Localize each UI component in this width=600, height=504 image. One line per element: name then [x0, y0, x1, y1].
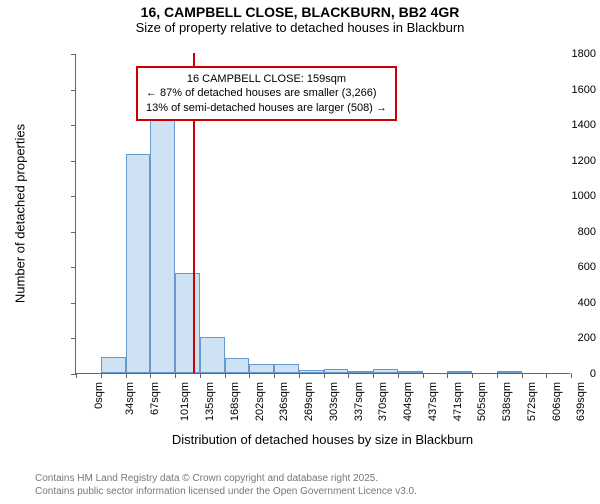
histogram-bar [126, 154, 151, 373]
ytick-label: 800 [527, 226, 596, 238]
xtick-mark [423, 373, 424, 378]
xtick-mark [447, 373, 448, 378]
ytick-label: 600 [527, 261, 596, 273]
xtick-label: 135sqm [204, 382, 216, 421]
ytick-label: 1400 [527, 119, 596, 131]
ytick-mark [71, 303, 76, 304]
xtick-label: 34sqm [124, 382, 136, 415]
annotation-line-3: 13% of semi-detached houses are larger (… [146, 101, 387, 115]
xtick-mark [472, 373, 473, 378]
xtick-mark [522, 373, 523, 378]
ytick-mark [71, 125, 76, 126]
xtick-mark [175, 373, 176, 378]
xtick-mark [274, 373, 275, 378]
xtick-label: 538sqm [501, 382, 513, 421]
histogram-bar [324, 369, 349, 373]
xtick-label: 269sqm [303, 382, 315, 421]
ytick-label: 1200 [527, 155, 596, 167]
annotation-line-2: ← 87% of detached houses are smaller (3,… [146, 86, 387, 100]
histogram-bar [274, 364, 299, 373]
xtick-label: 202sqm [254, 382, 266, 421]
ytick-mark [71, 232, 76, 233]
ytick-mark [71, 90, 76, 91]
xtick-mark [497, 373, 498, 378]
ytick-label: 1600 [527, 84, 596, 96]
xtick-label: 370sqm [377, 382, 389, 421]
xtick-label: 236sqm [278, 382, 290, 421]
xtick-label: 67sqm [149, 382, 161, 415]
footer-line-2: Contains public sector information licen… [35, 485, 417, 498]
histogram-bar [101, 357, 126, 373]
histogram-bar [225, 358, 250, 373]
histogram-bar [497, 371, 522, 373]
xtick-label: 404sqm [402, 382, 414, 421]
histogram-bar [175, 273, 200, 373]
histogram-bar [200, 337, 225, 373]
ytick-mark [71, 54, 76, 55]
histogram-bar [398, 371, 423, 373]
xtick-mark [324, 373, 325, 378]
chart-area: 16 CAMPBELL CLOSE: 159sqm← 87% of detach… [0, 4, 600, 504]
y-axis-label: Number of detached properties [13, 114, 28, 314]
ytick-label: 0 [527, 368, 596, 380]
ytick-mark [71, 161, 76, 162]
histogram-bar [249, 364, 274, 373]
xtick-mark [249, 373, 250, 378]
xtick-mark [101, 373, 102, 378]
xtick-label: 0sqm [93, 382, 105, 409]
footer-line-1: Contains HM Land Registry data © Crown c… [35, 472, 417, 485]
xtick-label: 303sqm [328, 382, 340, 421]
xtick-label: 437sqm [427, 382, 439, 421]
histogram-bar [447, 371, 472, 373]
histogram-bar [348, 371, 373, 373]
ytick-mark [71, 338, 76, 339]
x-axis-label: Distribution of detached houses by size … [75, 432, 570, 447]
histogram-bar [299, 370, 324, 373]
xtick-label: 606sqm [551, 382, 563, 421]
ytick-label: 1000 [527, 190, 596, 202]
annotation-line-1: 16 CAMPBELL CLOSE: 159sqm [146, 72, 387, 86]
annotation-box: 16 CAMPBELL CLOSE: 159sqm← 87% of detach… [136, 66, 397, 121]
xtick-mark [373, 373, 374, 378]
ytick-label: 400 [527, 297, 596, 309]
histogram-bar [150, 106, 175, 373]
xtick-mark [225, 373, 226, 378]
xtick-label: 639sqm [575, 382, 587, 421]
xtick-label: 101sqm [179, 382, 191, 421]
footer-attribution: Contains HM Land Registry data © Crown c… [35, 472, 417, 498]
xtick-label: 337sqm [353, 382, 365, 421]
xtick-mark [150, 373, 151, 378]
ytick-label: 200 [527, 332, 596, 344]
xtick-mark [398, 373, 399, 378]
ytick-mark [71, 267, 76, 268]
xtick-mark [299, 373, 300, 378]
xtick-mark [76, 373, 77, 378]
xtick-label: 168sqm [229, 382, 241, 421]
xtick-label: 572sqm [526, 382, 538, 421]
ytick-label: 1800 [527, 48, 596, 60]
ytick-mark [71, 196, 76, 197]
xtick-mark [348, 373, 349, 378]
histogram-bar [373, 369, 398, 373]
xtick-mark [126, 373, 127, 378]
xtick-label: 505sqm [476, 382, 488, 421]
plot-region: 16 CAMPBELL CLOSE: 159sqm← 87% of detach… [75, 54, 570, 374]
xtick-mark [200, 373, 201, 378]
xtick-label: 471sqm [452, 382, 464, 421]
